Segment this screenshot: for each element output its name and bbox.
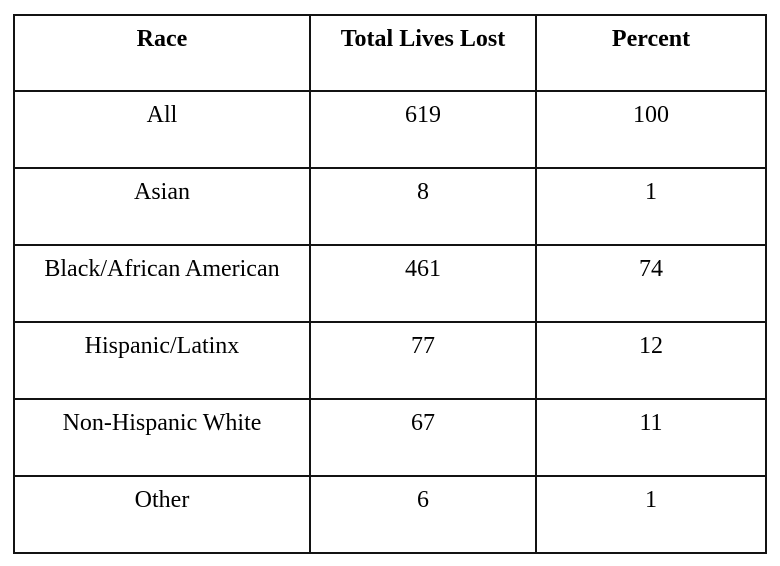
- table-row: Black/African American 461 74: [13, 244, 767, 323]
- cell-race: Other: [13, 475, 311, 554]
- cell-percent: 12: [535, 321, 767, 400]
- cell-race: Hispanic/Latinx: [13, 321, 311, 400]
- cell-total-lives-lost: 461: [309, 244, 537, 323]
- cell-total-lives-lost: 8: [309, 167, 537, 246]
- lives-lost-by-race-table: Race Total Lives Lost Percent All 619 10…: [13, 14, 767, 554]
- cell-percent: 1: [535, 475, 767, 554]
- column-header-percent: Percent: [535, 14, 767, 92]
- cell-race: All: [13, 90, 311, 169]
- column-header-race: Race: [13, 14, 311, 92]
- cell-race: Black/African American: [13, 244, 311, 323]
- table-row: Other 6 1: [13, 475, 767, 554]
- cell-race: Non-Hispanic White: [13, 398, 311, 477]
- header-row: Race Total Lives Lost Percent: [13, 14, 767, 92]
- table-row: All 619 100: [13, 90, 767, 169]
- table-row: Asian 8 1: [13, 167, 767, 246]
- table-row: Hispanic/Latinx 77 12: [13, 321, 767, 400]
- cell-total-lives-lost: 77: [309, 321, 537, 400]
- cell-percent: 11: [535, 398, 767, 477]
- cell-race: Asian: [13, 167, 311, 246]
- table-row: Non-Hispanic White 67 11: [13, 398, 767, 477]
- column-header-total-lives-lost: Total Lives Lost: [309, 14, 537, 92]
- cell-total-lives-lost: 6: [309, 475, 537, 554]
- cell-percent: 100: [535, 90, 767, 169]
- cell-percent: 1: [535, 167, 767, 246]
- cell-total-lives-lost: 67: [309, 398, 537, 477]
- cell-percent: 74: [535, 244, 767, 323]
- cell-total-lives-lost: 619: [309, 90, 537, 169]
